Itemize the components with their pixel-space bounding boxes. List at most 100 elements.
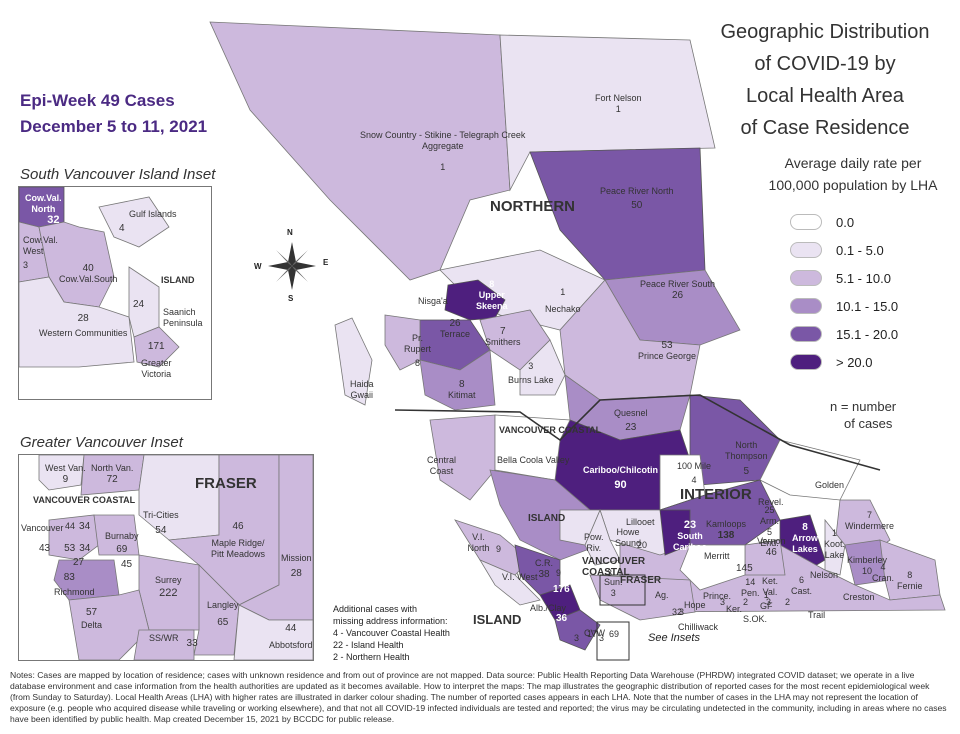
- label-west-van: West Van. 9: [45, 463, 86, 485]
- region-vc-text: VANCOUVER COASTAL: [499, 425, 602, 435]
- n-cases-line2: of cases: [844, 416, 893, 431]
- missing-line: 22 - Island Health: [333, 640, 404, 650]
- label-armstrong: 25 Arm. 5 End.: [760, 505, 779, 548]
- legend-item: 0.0: [790, 208, 898, 236]
- label-snow-country: Snow Country - Stikine - Telegraph Creek…: [360, 130, 526, 172]
- see-insets-label: See Insets: [648, 632, 700, 644]
- lha-powell-river: [559, 509, 601, 546]
- lha-merritt: [679, 544, 746, 591]
- label-north-thompson: North Thompson 5: [725, 440, 768, 477]
- label-western-communities: 28 Western Communities: [39, 313, 128, 338]
- label-nisgaa: Nisga'a: [418, 296, 448, 306]
- label-windermere: 7 Windermere: [845, 510, 895, 531]
- label-north-van: North Van. 72: [91, 463, 134, 485]
- label-gulf-islands: Gulf Islands: [129, 209, 177, 219]
- label-ss-wr: SS/WR 33: [149, 633, 198, 649]
- label-greater-victoria: 171 Greater Victoria: [141, 341, 172, 379]
- compass-rose-icon: [268, 242, 316, 290]
- label-van-nums: 44 34: [65, 521, 91, 532]
- missing-line: 4 - Vancouver Coastal Health: [333, 628, 450, 638]
- lha-haida-gwaii: [334, 317, 373, 406]
- label-new-west: 45: [121, 559, 133, 570]
- label-saanich-name: Saanich Peninsula: [163, 307, 203, 328]
- label-van-nums-2: 43 53 34: [39, 543, 91, 554]
- label-nelson: Nelson: [810, 570, 839, 580]
- label-vernon: Vernon 46: [757, 536, 786, 558]
- label-quesnel: Quesnel 23: [614, 408, 648, 433]
- label-agassiz: Ag.: [655, 590, 669, 600]
- label-cranbrook: 4 Cran.: [872, 562, 895, 583]
- legend-label: 10.1 - 15.0: [836, 298, 899, 314]
- south-island-inset-title: South Vancouver Island Inset: [20, 166, 216, 183]
- label-cvw: CVW: [584, 628, 605, 638]
- legend-label: 0.0: [836, 214, 855, 230]
- label-bella-coola: Bella Coola Valley: [497, 455, 570, 465]
- label-burns-lake: 3 Burns Lake: [508, 361, 554, 385]
- epi-week-line1: Epi-Week 49 Cases: [20, 91, 175, 110]
- label-south-cariboo: 23 South Cariboo: [673, 519, 708, 553]
- vancouver-inset-title: Greater Vancouver Inset: [20, 434, 183, 451]
- compass-n: N: [287, 228, 293, 237]
- label-nanaimo: 176: [553, 584, 570, 595]
- label-hope: Hope: [684, 600, 706, 610]
- region-interior: INTERIOR: [680, 486, 752, 503]
- label-richmond: 83 Richmond: [54, 572, 95, 597]
- legend-label: 0.1 - 5.0: [836, 242, 884, 258]
- label-fraser-nums: 3217 693: [587, 607, 685, 639]
- lha-vi-west: [479, 559, 541, 606]
- legend-item: 10.1 - 15.0: [790, 292, 898, 320]
- south-island-inset: Cow.Val. North 32 Gulf Islands 4 Cow.Val. W…: [18, 186, 212, 400]
- lha-kootenay: [824, 518, 846, 576]
- label-cowichan-main: 36: [556, 613, 568, 624]
- label-haida-gwaii: Haida Gwaii: [350, 379, 374, 400]
- label-burnaby: Burnaby 69: [105, 531, 139, 555]
- region-island-upper: ISLAND: [528, 513, 566, 524]
- compass-e: E: [323, 258, 329, 267]
- label-fernie: 8 Fernie: [897, 570, 923, 591]
- vancouver-inset-map: [19, 455, 313, 660]
- south-island-inset-map: [19, 187, 211, 399]
- label-lillooet: Lillooet: [626, 517, 655, 527]
- label-peace-river-north: Peace River North 50: [600, 186, 674, 211]
- label-terrace: 26 Terrace: [440, 318, 471, 339]
- epi-week-dates: December 5 to 11, 2021: [20, 117, 208, 136]
- label-langley: Langley 65: [207, 600, 239, 628]
- lha-prince-rupert: [384, 314, 421, 371]
- label-powell-river: Pow. Riv.: [584, 532, 604, 553]
- label-vi-west: V.I. West: [502, 572, 538, 582]
- lha-burns-lake: [519, 339, 566, 396]
- label-peace-river-south: Peace River South 26: [640, 279, 716, 301]
- legend-title: Average daily rate per 100,000 populatio…: [748, 152, 958, 196]
- region-northern: NORTHERN: [490, 198, 575, 215]
- label-van-nums-3: 27: [73, 557, 85, 568]
- legend-swatch: [790, 354, 822, 370]
- label-abbotsford: 44 Abbotsford: [269, 623, 313, 650]
- title-line-4: of Case Residence: [740, 117, 910, 139]
- label-prince-george: 53 Prince George: [638, 340, 697, 361]
- label-100-mile: 100 Mile 4: [677, 461, 712, 485]
- region-vancouver-coastal: VANCOUVER COASTAL: [499, 425, 601, 436]
- label-kitimat: 8 Kitimat: [448, 379, 476, 400]
- label-revel: Revel.: [758, 497, 784, 507]
- label-creston: Creston: [843, 592, 875, 602]
- legend-label: 15.1 - 20.0: [836, 326, 899, 342]
- legend-swatch: [790, 270, 822, 286]
- label-howe-sound: Howe Sound 20: [614, 527, 648, 550]
- label-kootenay-lake: 1 Koot. Lake: [824, 528, 846, 560]
- label-trail: Trail: [808, 610, 826, 620]
- legend-item: 0.1 - 5.0: [790, 236, 898, 264]
- n-cases-line1: n = number: [830, 399, 897, 414]
- label-castlegar: 6 Cast.: [791, 575, 813, 596]
- label-vancouver: Vancouver: [21, 523, 64, 533]
- label-cow-val-west: Cow.Val. West 3: [23, 235, 58, 270]
- label-delta: 57 Delta: [81, 607, 103, 630]
- map-title: Geographic Distribution of COVID-19 by L…: [700, 16, 950, 144]
- compass-s: S: [288, 294, 294, 303]
- legend-swatch: [790, 326, 822, 342]
- label-chilliwack: Chilliwack: [678, 622, 719, 632]
- label-cow-val-south: 40 Cow.Val.South: [59, 263, 118, 284]
- label-penticton: 14 Pen.: [741, 577, 760, 598]
- label-fort-nelson: Fort Nelson 1: [595, 93, 642, 114]
